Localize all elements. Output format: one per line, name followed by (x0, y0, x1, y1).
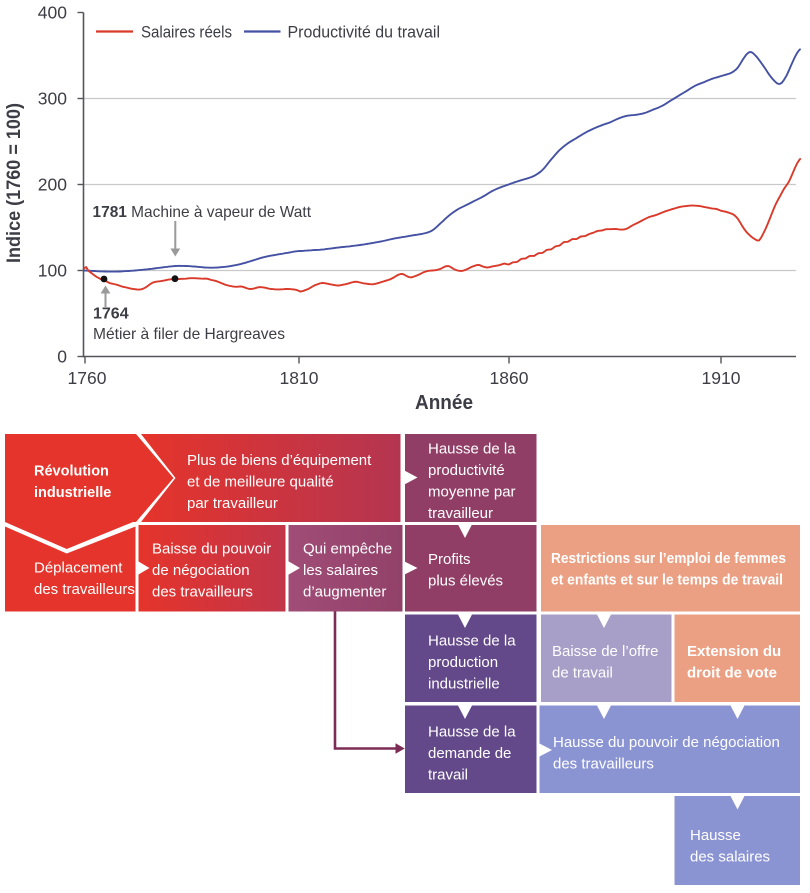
svg-text:Indice (1760 = 100): Indice (1760 = 100) (4, 103, 25, 263)
svg-text:Salaires réels: Salaires réels (141, 24, 232, 42)
svg-text:100: 100 (38, 261, 67, 281)
svg-text:Restrictions sur l’emploi de f: Restrictions sur l’emploi de femmes et en… (551, 550, 786, 589)
svg-text:1860: 1860 (490, 368, 529, 388)
svg-text:400: 400 (38, 3, 67, 23)
svg-text:300: 300 (38, 89, 67, 109)
svg-text:Métier à filer de Hargreaves: Métier à filer de Hargreaves (93, 326, 285, 343)
svg-text:0: 0 (57, 347, 67, 367)
svg-text:1810: 1810 (280, 368, 319, 388)
svg-text:Hausse du pouvoir de négociati: Hausse du pouvoir de négociation des trav… (553, 734, 780, 773)
svg-text:Année: Année (415, 392, 473, 414)
svg-text:1760: 1760 (68, 368, 107, 388)
svg-text:200: 200 (38, 175, 67, 195)
svg-text:1764: 1764 (93, 306, 129, 323)
svg-text:Productivité du travail: Productivité du travail (288, 24, 441, 42)
svg-text:1910: 1910 (702, 368, 741, 388)
svg-text:1781 Machine à vapeur de Watt: 1781 Machine à vapeur de Watt (93, 204, 312, 221)
